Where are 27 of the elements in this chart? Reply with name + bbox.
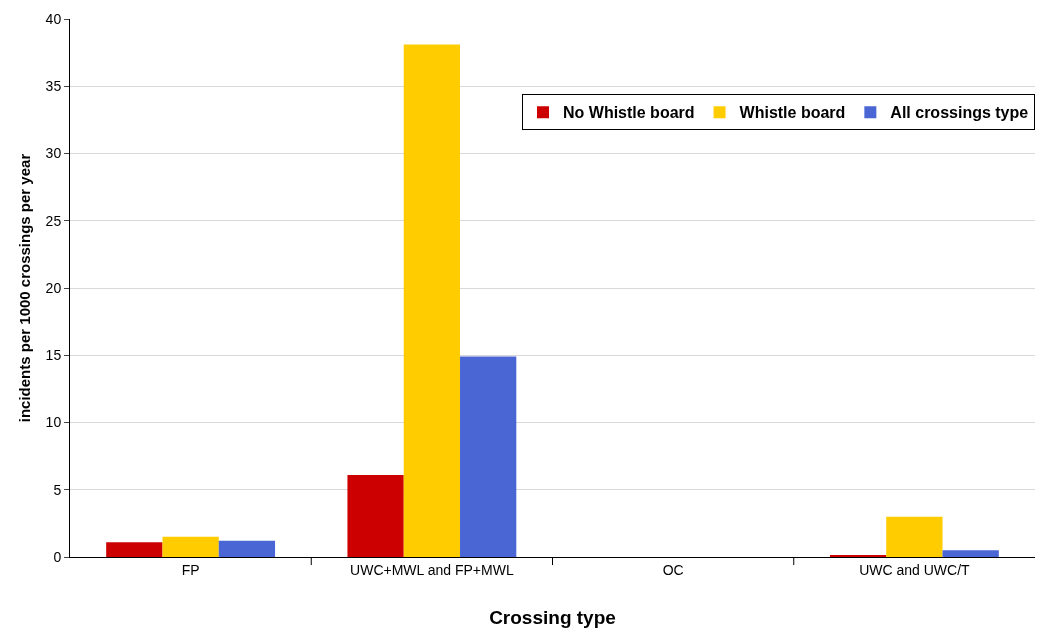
bar [106, 542, 163, 557]
x-tick-label: FP [181, 561, 200, 578]
bar [162, 536, 219, 557]
bar [218, 540, 276, 557]
bar [347, 474, 404, 557]
legend-label: Whistle board [739, 104, 846, 122]
y-tick-label: 25 [45, 212, 62, 229]
y-tick-label: 35 [45, 78, 62, 95]
y-tick-label: 5 [53, 481, 62, 498]
y-tick-label: 40 [45, 10, 62, 27]
bar [403, 44, 461, 557]
y-tick-label: 15 [45, 347, 62, 364]
x-tick-label: UWC+MWL and FP+MWL [350, 561, 514, 578]
bar [460, 356, 517, 557]
bar [942, 550, 999, 557]
x-tick-label: UWC and UWC/T [859, 561, 971, 578]
y-tick-label: 0 [53, 548, 62, 565]
y-tick-label: 20 [45, 279, 62, 296]
bar [886, 516, 943, 557]
legend-label: All crossings type [890, 104, 1029, 122]
legend-label: No Whistle board [563, 104, 695, 122]
bar [829, 554, 887, 557]
x-axis-title: Crossing type [489, 607, 616, 628]
y-axis-title: incidents per 1000 crossings per year [16, 153, 33, 423]
y-tick-label: 30 [45, 145, 62, 162]
y-tick-label: 10 [45, 414, 62, 431]
x-tick-label: OC [662, 561, 684, 578]
